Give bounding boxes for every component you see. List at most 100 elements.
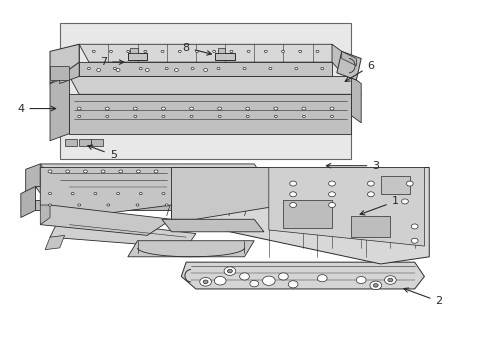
Circle shape	[315, 50, 318, 53]
Bar	[283, 200, 331, 228]
Circle shape	[278, 273, 287, 280]
Circle shape	[189, 107, 193, 110]
Circle shape	[224, 267, 235, 275]
Circle shape	[133, 107, 137, 110]
Polygon shape	[21, 186, 35, 217]
Circle shape	[194, 204, 197, 206]
Circle shape	[136, 170, 140, 173]
Polygon shape	[50, 217, 196, 248]
Text: 5: 5	[88, 145, 117, 160]
Circle shape	[410, 238, 417, 243]
Circle shape	[126, 50, 129, 53]
Polygon shape	[60, 44, 79, 84]
Circle shape	[116, 68, 120, 71]
Polygon shape	[268, 167, 424, 246]
Circle shape	[184, 193, 187, 195]
Circle shape	[92, 50, 95, 53]
Text: 6: 6	[345, 61, 374, 81]
Polygon shape	[26, 164, 40, 192]
Polygon shape	[215, 53, 234, 60]
Polygon shape	[79, 62, 331, 76]
Polygon shape	[127, 241, 254, 257]
Circle shape	[134, 115, 137, 117]
Polygon shape	[69, 94, 351, 134]
Circle shape	[78, 115, 81, 117]
Circle shape	[252, 193, 255, 195]
Text: 3: 3	[325, 161, 379, 171]
Circle shape	[217, 67, 220, 69]
Circle shape	[287, 281, 297, 288]
Circle shape	[161, 107, 165, 110]
Circle shape	[302, 115, 305, 117]
Polygon shape	[45, 235, 64, 249]
Circle shape	[289, 203, 296, 207]
Circle shape	[48, 204, 51, 206]
Circle shape	[97, 68, 101, 71]
Circle shape	[249, 280, 258, 287]
Polygon shape	[40, 167, 176, 217]
Circle shape	[87, 67, 90, 69]
Circle shape	[48, 170, 52, 173]
Circle shape	[136, 204, 139, 206]
Circle shape	[212, 50, 215, 53]
Circle shape	[410, 224, 417, 229]
Circle shape	[113, 67, 116, 69]
Circle shape	[317, 275, 326, 282]
Polygon shape	[162, 219, 264, 232]
Circle shape	[243, 67, 245, 69]
Polygon shape	[351, 76, 361, 123]
Circle shape	[227, 269, 232, 273]
Circle shape	[162, 115, 164, 117]
Circle shape	[262, 276, 275, 285]
Circle shape	[242, 170, 246, 173]
Circle shape	[116, 193, 119, 195]
Circle shape	[294, 67, 297, 69]
Circle shape	[189, 170, 193, 173]
Circle shape	[71, 193, 74, 195]
Bar	[380, 176, 409, 194]
Circle shape	[274, 115, 277, 117]
Polygon shape	[35, 200, 273, 210]
Circle shape	[214, 276, 225, 285]
Circle shape	[165, 67, 168, 69]
Circle shape	[107, 204, 110, 206]
Bar	[50, 66, 69, 80]
Circle shape	[330, 115, 333, 117]
Circle shape	[245, 107, 249, 110]
Circle shape	[191, 67, 194, 69]
Circle shape	[224, 170, 228, 173]
Circle shape	[372, 284, 377, 287]
Circle shape	[78, 204, 81, 206]
Bar	[60, 23, 351, 158]
Text: 4: 4	[17, 104, 56, 113]
Circle shape	[105, 107, 109, 110]
Circle shape	[200, 278, 211, 286]
Text: 7: 7	[100, 57, 123, 67]
Circle shape	[268, 67, 271, 69]
Polygon shape	[69, 76, 361, 94]
Polygon shape	[217, 48, 224, 53]
Circle shape	[246, 50, 249, 53]
Circle shape	[367, 181, 373, 186]
Circle shape	[203, 280, 207, 284]
Circle shape	[165, 204, 168, 206]
Polygon shape	[50, 44, 79, 84]
Polygon shape	[40, 178, 254, 186]
Polygon shape	[64, 139, 77, 146]
Circle shape	[384, 276, 395, 284]
Circle shape	[65, 170, 69, 173]
Circle shape	[281, 50, 284, 53]
Circle shape	[139, 193, 142, 195]
Circle shape	[203, 68, 207, 71]
Circle shape	[83, 170, 87, 173]
Polygon shape	[336, 51, 361, 80]
Circle shape	[367, 192, 373, 197]
Polygon shape	[79, 139, 91, 146]
Bar	[351, 216, 389, 237]
Circle shape	[218, 115, 221, 117]
Circle shape	[139, 67, 142, 69]
Polygon shape	[341, 51, 356, 66]
Circle shape	[401, 199, 407, 204]
Polygon shape	[127, 53, 147, 60]
Circle shape	[171, 170, 175, 173]
